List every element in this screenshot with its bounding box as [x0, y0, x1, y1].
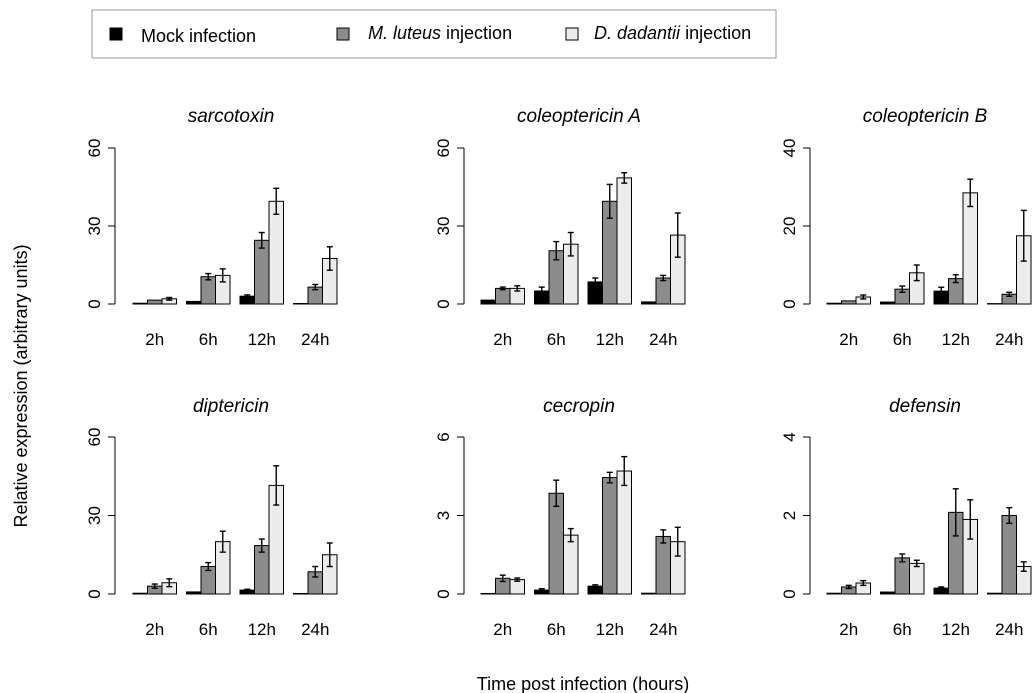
bar — [480, 592, 496, 595]
x-tick-label: 24h — [995, 620, 1023, 639]
bar — [186, 591, 202, 595]
bar — [563, 534, 579, 595]
chart-title: coleoptericin B — [863, 106, 988, 127]
bar — [641, 301, 657, 305]
x-tick-label: 12h — [942, 620, 970, 639]
chart-panel-2: coleoptericin B 0 20 40 2h 6h 12h 24h — [780, 106, 1032, 349]
bar — [200, 276, 216, 305]
legend-swatch-mluteus — [336, 27, 350, 41]
y-tick-label: 4 — [780, 432, 799, 441]
y-tick-label: 2 — [780, 511, 799, 520]
bar — [132, 592, 148, 595]
x-tick-label: 6h — [893, 330, 912, 349]
bar — [254, 239, 270, 305]
bar — [641, 592, 657, 595]
x-tick-label: 2h — [839, 330, 858, 349]
y-tick-label: 3 — [434, 511, 453, 520]
x-tick-label: 24h — [995, 330, 1023, 349]
bar — [1001, 515, 1017, 595]
bar — [894, 557, 910, 595]
x-tick-label: 24h — [649, 330, 677, 349]
bar — [909, 562, 925, 595]
bar — [826, 592, 842, 595]
chart-panel-4: cecropin 0 3 6 2h 6h 12h 24h — [434, 396, 686, 639]
bar — [480, 299, 496, 305]
x-tick-label: 2h — [839, 620, 858, 639]
chart-panel-1: coleoptericin A 0 30 60 2h 6h 12h 24h — [434, 106, 686, 349]
x-tick-label: 24h — [301, 330, 329, 349]
bar — [293, 302, 309, 305]
x-tick-label: 2h — [493, 330, 512, 349]
y-tick-label: 60 — [85, 428, 104, 447]
y-tick-label: 20 — [780, 217, 799, 236]
bar — [186, 300, 202, 305]
y-axis-label: Relative expression (arbitrary units) — [11, 244, 31, 527]
y-tick-label: 0 — [780, 299, 799, 308]
bar — [880, 301, 896, 305]
y-tick-label: 60 — [434, 139, 453, 158]
legend-swatch-mock — [109, 27, 123, 41]
bar — [602, 477, 618, 595]
x-tick-label: 6h — [893, 620, 912, 639]
x-tick-label: 24h — [649, 620, 677, 639]
bar — [826, 302, 842, 305]
chart-title: diptericin — [193, 396, 269, 417]
x-tick-label: 6h — [547, 330, 566, 349]
y-tick-label: 0 — [780, 589, 799, 598]
y-tick-label: 6 — [434, 432, 453, 441]
x-axis-label: Time post infection (hours) — [477, 674, 689, 693]
x-tick-label: 12h — [248, 620, 276, 639]
chart-title: sarcotoxin — [188, 106, 275, 127]
bar — [293, 592, 309, 595]
chart-title: coleoptericin A — [517, 106, 641, 127]
bar — [132, 302, 148, 305]
bar — [841, 300, 857, 305]
chart-panel-3: diptericin 0 30 60 2h 6h 12h 24h — [85, 396, 338, 639]
y-tick-label: 0 — [434, 299, 453, 308]
bar — [987, 592, 1003, 595]
x-tick-label: 2h — [145, 330, 164, 349]
chart-panel-0: sarcotoxin 0 30 60 2h 6h 12h 24h — [85, 106, 338, 349]
chart-panel-5: defensin 0 2 4 2h 6h 12h 24h — [780, 396, 1032, 639]
y-tick-label: 0 — [85, 299, 104, 308]
bar — [147, 299, 163, 305]
chart-title: defensin — [889, 396, 961, 417]
x-tick-label: 6h — [199, 330, 218, 349]
y-tick-label: 30 — [85, 217, 104, 236]
bar — [880, 591, 896, 595]
x-tick-label: 12h — [596, 330, 624, 349]
bar — [548, 492, 564, 595]
bar — [962, 192, 978, 305]
x-tick-label: 12h — [596, 620, 624, 639]
bar — [495, 287, 511, 305]
y-tick-label: 30 — [434, 217, 453, 236]
x-tick-label: 6h — [199, 620, 218, 639]
bar — [655, 535, 671, 595]
legend-label-mock: Mock infection — [141, 26, 256, 46]
x-tick-label: 24h — [301, 620, 329, 639]
x-tick-label: 2h — [145, 620, 164, 639]
chart-title: cecropin — [543, 396, 615, 417]
legend: Mock infection M. luteus injection D. da… — [91, 9, 777, 59]
y-tick-label: 30 — [85, 506, 104, 525]
legend-box — [91, 9, 777, 59]
y-tick-label: 0 — [434, 589, 453, 598]
y-tick-label: 40 — [780, 139, 799, 158]
bar — [268, 200, 284, 305]
bar — [616, 177, 632, 305]
x-tick-label: 12h — [248, 330, 276, 349]
y-tick-label: 0 — [85, 589, 104, 598]
x-tick-label: 6h — [547, 620, 566, 639]
bar — [655, 277, 671, 305]
x-tick-label: 12h — [942, 330, 970, 349]
legend-label-ddadantii: D. dadantii injection — [594, 23, 751, 43]
x-tick-label: 2h — [493, 620, 512, 639]
bar — [254, 545, 270, 595]
bar — [616, 470, 632, 595]
legend-label-mluteus: M. luteus injection — [368, 23, 512, 43]
legend-swatch-ddadantii — [565, 27, 579, 41]
y-tick-label: 60 — [85, 139, 104, 158]
